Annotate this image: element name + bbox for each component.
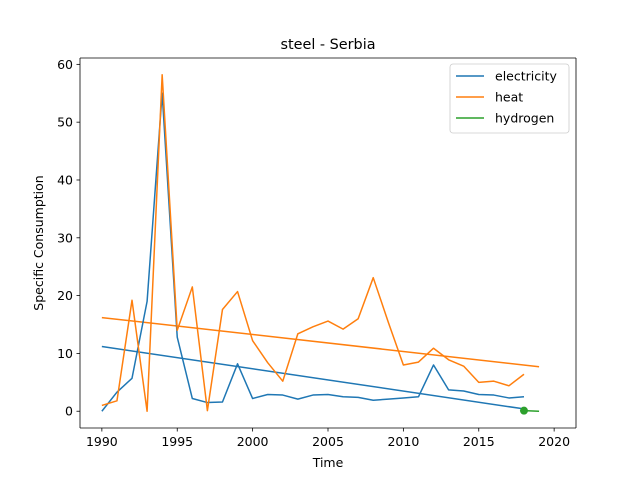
y-tick-label: 0 bbox=[65, 404, 73, 419]
legend-entries: electricity heat hydrogen bbox=[456, 69, 557, 126]
y-tick-label: 60 bbox=[57, 57, 73, 72]
hydrogen-legend-label: hydrogen bbox=[495, 111, 554, 126]
chart-title: steel - Serbia bbox=[280, 37, 375, 53]
x-tick-label: 2015 bbox=[463, 434, 495, 449]
heat-trend-line bbox=[101, 316, 540, 368]
y-tick-label: 10 bbox=[57, 346, 73, 361]
legend-box bbox=[449, 63, 570, 134]
y-axis-label: Specific Consumption bbox=[31, 175, 46, 310]
heat-series-line bbox=[101, 74, 525, 412]
x-tick-label: 2010 bbox=[387, 434, 419, 449]
y-tick-label: 30 bbox=[57, 230, 73, 245]
x-tick-label: 2020 bbox=[538, 434, 570, 449]
y-ticks: 0 10 20 30 40 50 60 bbox=[57, 57, 80, 419]
x-tick-label: 2005 bbox=[312, 434, 344, 449]
y-tick-label: 50 bbox=[57, 115, 73, 130]
y-tick-label: 20 bbox=[57, 288, 73, 303]
x-axis-label: Time bbox=[312, 455, 344, 470]
legend: electricity heat hydrogen bbox=[449, 63, 570, 134]
x-ticks: 1990 1995 2000 2005 2010 2015 2020 bbox=[86, 428, 570, 449]
electricity-legend-label: electricity bbox=[495, 69, 557, 84]
x-tick-label: 2000 bbox=[237, 434, 269, 449]
x-tick-label: 1990 bbox=[86, 434, 118, 449]
y-tick-label: 40 bbox=[57, 172, 73, 187]
x-tick-label: 1995 bbox=[161, 434, 193, 449]
markers bbox=[519, 406, 528, 415]
heat-legend-label: heat bbox=[495, 90, 523, 105]
series-lines bbox=[101, 74, 525, 412]
hydrogen-point-marker bbox=[519, 406, 528, 415]
electricity-trend-line bbox=[101, 345, 525, 410]
